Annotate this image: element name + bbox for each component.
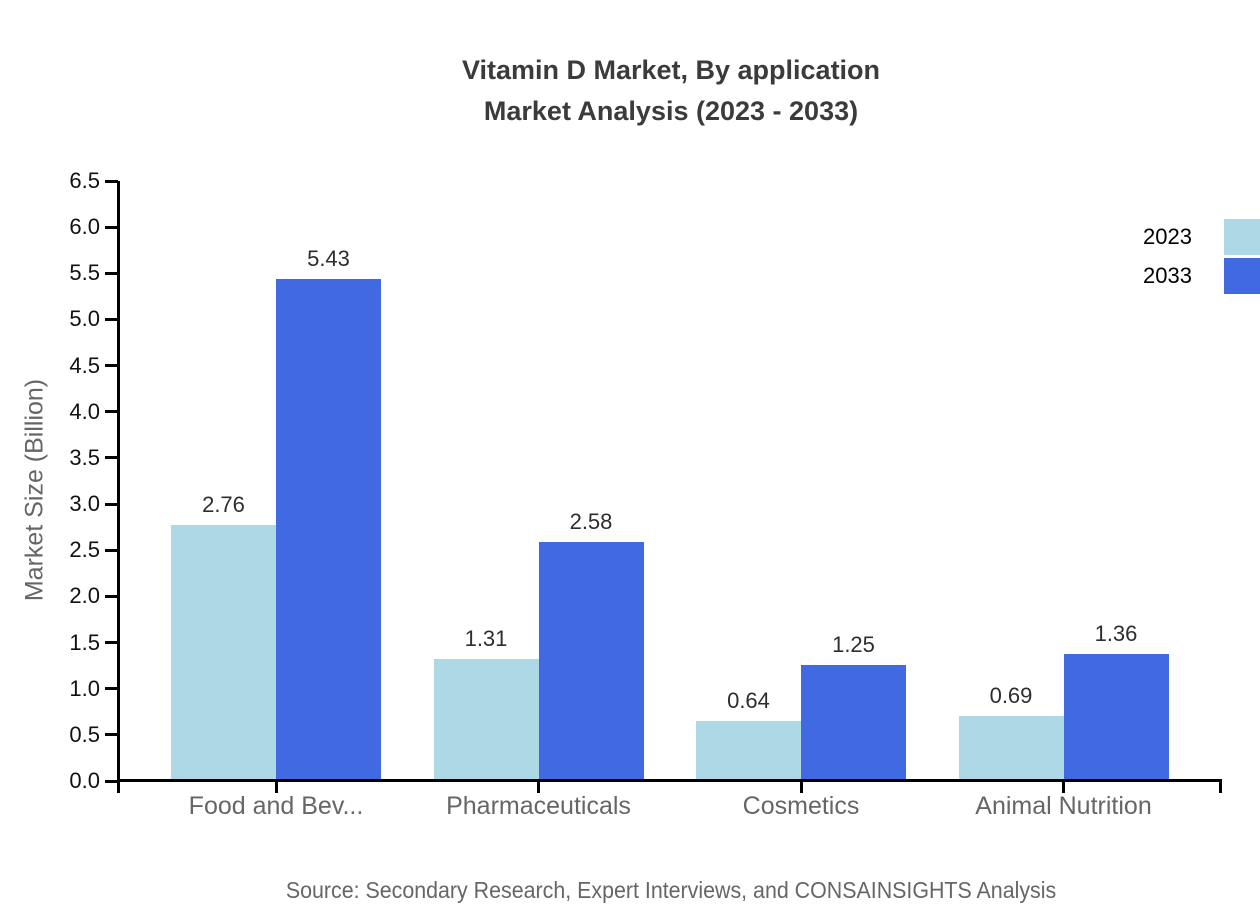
y-tick-label: 4.0 bbox=[69, 398, 100, 424]
x-category-label-cosmetics: Cosmetics bbox=[742, 792, 860, 820]
y-tick-mark bbox=[105, 733, 118, 737]
legend: 2023 2033 bbox=[1143, 219, 1260, 297]
bar-2023-food-and-bev bbox=[171, 525, 276, 780]
legend-label-2033: 2033 bbox=[1143, 263, 1192, 288]
bar-2033-cosmetics bbox=[801, 664, 906, 780]
chart-title: Vitamin D Market, By application bbox=[461, 55, 881, 85]
legend-label-2023: 2023 bbox=[1143, 224, 1192, 249]
y-tick-label: 0.0 bbox=[69, 768, 100, 793]
bar-2033-pharmaceuticals bbox=[538, 541, 644, 780]
y-tick-label: 2.0 bbox=[69, 583, 100, 609]
value-label-2023-pharmaceuticals: 1.31 bbox=[464, 626, 508, 652]
y-tick-label: 5.0 bbox=[69, 306, 100, 332]
y-tick-label: 6.0 bbox=[69, 214, 100, 240]
y-tick-mark bbox=[105, 364, 118, 368]
x-tick-mark bbox=[799, 781, 803, 793]
y-tick-mark bbox=[105, 594, 118, 598]
y-tick-mark bbox=[105, 225, 118, 229]
x-tick-mark bbox=[274, 781, 278, 793]
y-tick-label: 5.5 bbox=[69, 260, 100, 286]
y-tick-mark bbox=[105, 779, 118, 783]
x-tick-mark bbox=[1062, 781, 1065, 793]
value-label-2033-animal-nutrition: 1.36 bbox=[1094, 621, 1138, 647]
y-tick-mark bbox=[105, 410, 118, 414]
x-axis-end-tick bbox=[1219, 779, 1222, 793]
x-axis-line bbox=[117, 779, 1222, 782]
value-label-2033-food-and-bev: 5.43 bbox=[307, 245, 350, 271]
bar-2023-pharmaceuticals bbox=[433, 659, 539, 780]
bar-2033-animal-nutrition bbox=[1063, 654, 1169, 780]
legend-row-2033: 2033 bbox=[1143, 258, 1260, 294]
x-category-label-animal-nutrition: Animal Nutrition bbox=[975, 792, 1152, 820]
bar-2023-animal-nutrition bbox=[958, 716, 1064, 780]
y-tick-label: 0.5 bbox=[69, 721, 100, 747]
legend-swatch-2033 bbox=[1224, 258, 1260, 294]
y-tick-mark bbox=[105, 456, 118, 460]
y-tick-mark bbox=[105, 502, 118, 506]
x-category-label-pharmaceuticals: Pharmaceuticals bbox=[446, 792, 631, 820]
value-label-2033-pharmaceuticals: 2.58 bbox=[569, 508, 613, 534]
value-label-2023-food-and-bev: 2.76 bbox=[202, 492, 245, 518]
value-label-2023-animal-nutrition: 0.69 bbox=[989, 683, 1033, 709]
value-label-2033-cosmetics: 1.25 bbox=[832, 631, 875, 657]
y-axis-line bbox=[117, 181, 120, 793]
legend-swatch-2023 bbox=[1224, 219, 1260, 255]
x-category-label-food-and-bev: Food and Bev... bbox=[188, 792, 364, 820]
y-tick-mark bbox=[105, 317, 118, 321]
bar-2023-cosmetics bbox=[696, 720, 801, 780]
y-tick-label: 3.0 bbox=[69, 491, 100, 517]
source-note: Source: Secondary Research, Expert Inter… bbox=[285, 877, 1057, 903]
y-tick-mark bbox=[105, 548, 118, 552]
x-tick-mark bbox=[537, 781, 540, 793]
y-tick-label: 1.5 bbox=[69, 629, 100, 655]
y-tick-label: 4.5 bbox=[69, 352, 100, 378]
legend-row-2023: 2023 bbox=[1143, 219, 1260, 255]
bar-2033-food-and-bev bbox=[276, 278, 381, 780]
value-label-2023-cosmetics: 0.64 bbox=[727, 687, 770, 713]
y-tick-label: 6.5 bbox=[69, 168, 100, 193]
y-tick-label: 3.5 bbox=[69, 444, 100, 470]
y-tick-label: 1.0 bbox=[69, 675, 100, 701]
chart-title-block: Vitamin D Market, By application Market … bbox=[120, 50, 1222, 132]
y-tick-mark bbox=[105, 641, 118, 645]
y-tick-mark bbox=[105, 271, 118, 275]
y-tick-mark bbox=[105, 179, 118, 183]
y-tick-label: 2.5 bbox=[69, 537, 100, 563]
y-tick-mark bbox=[105, 687, 118, 691]
chart-subtitle: Market Analysis (2023 - 2033) bbox=[483, 96, 859, 126]
